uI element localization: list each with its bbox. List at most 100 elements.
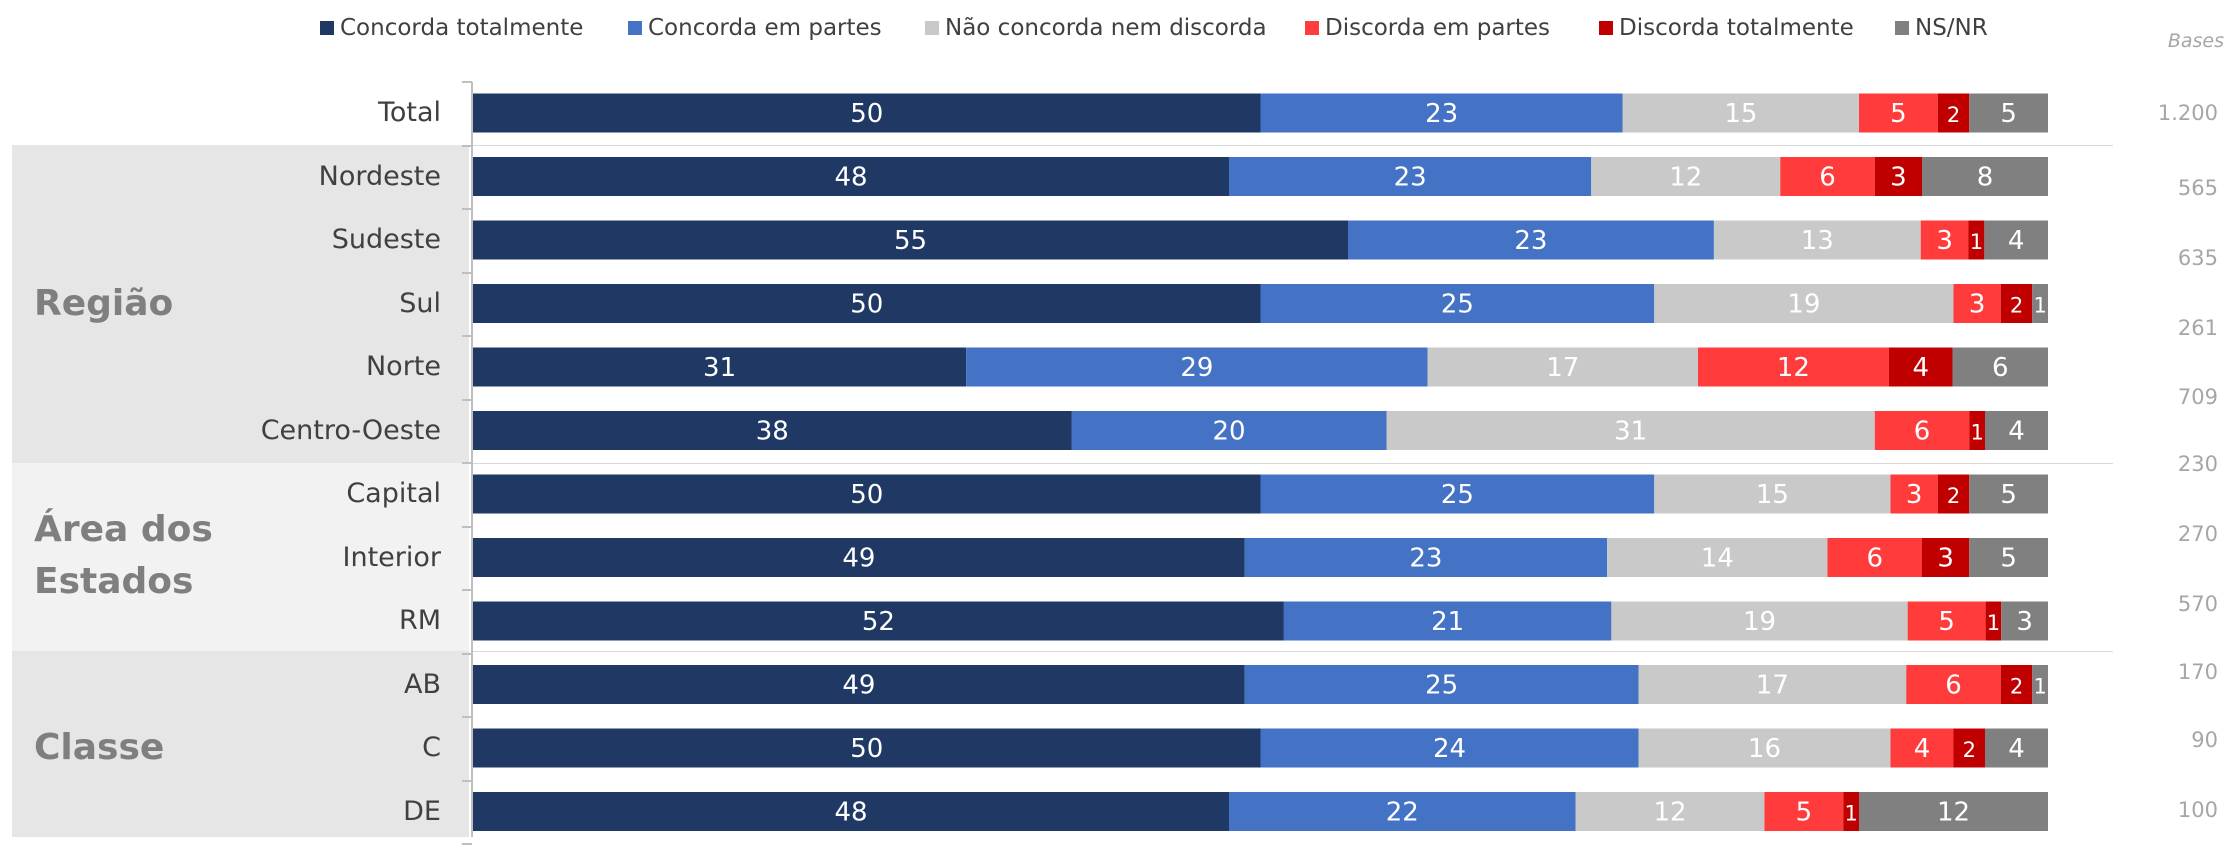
data-label-capital-discorda-em-partes: 3	[1906, 480, 1923, 510]
base-value: 230	[2177, 452, 2218, 476]
bar-sudeste-nao-concorda-nem-discorda	[1713, 220, 1921, 260]
data-label-centro-oeste-discorda-em-partes: 6	[1914, 417, 1931, 447]
bar-capital-discorda-totalmente	[1937, 474, 1970, 514]
row-label-sudeste: Sudeste	[331, 224, 441, 255]
data-label-nordeste-discorda-totalmente: 3	[1890, 163, 1907, 193]
axis-tick	[462, 462, 472, 465]
data-label-interior-concorda-totalmente: 49	[842, 544, 875, 574]
data-label-sudeste-discorda-em-partes: 3	[1936, 226, 1953, 256]
bar-ab-discorda-totalmente	[2000, 665, 2033, 704]
data-label-rm-discorda-em-partes: 5	[1938, 607, 1955, 637]
base-value: 709	[2177, 385, 2218, 409]
data-label-c-discorda-totalmente: 2	[1963, 738, 1976, 762]
bar-interior-concorda-em-partes	[1244, 538, 1607, 577]
group-separator	[473, 651, 2113, 652]
bar-centro-oeste-nao-concorda-nem-discorda	[1386, 411, 1875, 450]
row-label-rm: RM	[398, 605, 441, 636]
data-label-interior-concorda-em-partes: 23	[1409, 544, 1442, 574]
data-label-total-concorda-em-partes: 23	[1425, 99, 1458, 129]
bar-sul-discorda-em-partes	[1953, 284, 2001, 323]
data-label-ab-concorda-em-partes: 25	[1425, 671, 1458, 701]
data-label-rm-ns-nr: 3	[2016, 607, 2033, 637]
data-label-interior-nao-concorda-nem-discorda: 14	[1701, 544, 1734, 574]
bar-rm-concorda-em-partes	[1283, 601, 1612, 641]
legend-item-concorda-em-partes: Concorda em partes	[628, 8, 882, 48]
bar-rm-ns-nr	[2001, 601, 2048, 641]
data-label-ab-nao-concorda-nem-discorda: 17	[1756, 671, 1789, 701]
data-label-interior-discorda-totalmente: 3	[1937, 544, 1954, 574]
bar-ab-nao-concorda-nem-discorda	[1638, 665, 1907, 704]
data-label-total-nao-concorda-nem-discorda: 15	[1724, 99, 1757, 129]
legend-item-nao-concorda-nem-discorda: Não concorda nem discorda	[925, 8, 1267, 48]
bar-sudeste-discorda-totalmente	[1968, 220, 1985, 260]
data-label-sudeste-ns-nr: 4	[2008, 226, 2025, 256]
data-label-sul-concorda-totalmente: 50	[850, 290, 883, 320]
base-value: 90	[2191, 728, 2218, 752]
legend-item-discorda-em-partes: Discorda em partes	[1305, 8, 1550, 48]
data-label-sul-discorda-totalmente: 2	[2010, 294, 2023, 318]
axis-tick	[462, 652, 472, 655]
category-axis-line	[471, 82, 473, 837]
bar-interior-concorda-totalmente	[473, 538, 1245, 577]
legend-swatch	[628, 21, 642, 35]
data-label-ab-discorda-em-partes: 6	[1945, 671, 1962, 701]
legend-swatch	[925, 21, 939, 35]
data-label-sudeste-concorda-totalmente: 55	[894, 226, 927, 256]
bar-capital-ns-nr	[1969, 474, 2048, 514]
data-label-c-nao-concorda-nem-discorda: 16	[1748, 734, 1781, 764]
data-label-norte-nao-concorda-nem-discorda: 17	[1546, 353, 1579, 383]
axis-tick	[462, 398, 472, 401]
bar-nordeste-ns-nr	[1922, 157, 2048, 196]
data-label-nordeste-nao-concorda-nem-discorda: 12	[1669, 163, 1702, 193]
row-label-centro-oeste: Centro-Oeste	[260, 414, 441, 446]
data-label-norte-discorda-em-partes: 12	[1777, 353, 1810, 383]
group-band-classe	[12, 651, 469, 837]
bar-interior-discorda-em-partes	[1827, 538, 1922, 577]
data-label-rm-concorda-em-partes: 21	[1431, 607, 1464, 637]
bar-de-ns-nr	[1859, 792, 2048, 831]
data-label-sul-discorda-em-partes: 3	[1969, 290, 1986, 320]
bar-nordeste-discorda-em-partes	[1780, 157, 1875, 196]
group-separator	[473, 463, 2113, 464]
bar-nordeste-nao-concorda-nem-discorda	[1591, 157, 1781, 196]
base-value: 565	[2177, 176, 2218, 200]
bar-rm-nao-concorda-nem-discorda	[1611, 601, 1908, 641]
data-label-capital-discorda-totalmente: 2	[1947, 484, 1960, 508]
axis-tick	[462, 525, 472, 528]
legend-item-discorda-totalmente: Discorda totalmente	[1599, 8, 1854, 48]
group-label-classe: Classe	[34, 727, 165, 768]
data-label-interior-ns-nr: 5	[2000, 544, 2017, 574]
data-label-nordeste-discorda-em-partes: 6	[1819, 163, 1836, 193]
data-label-sul-nao-concorda-nem-discorda: 19	[1787, 290, 1820, 320]
legend: Concorda totalmente Concorda em partes Não…	[0, 8, 2226, 48]
bar-total-concorda-em-partes	[1260, 93, 1623, 133]
data-label-de-concorda-totalmente: 48	[834, 798, 867, 828]
legend-label: Discorda em partes	[1325, 15, 1551, 41]
data-label-de-concorda-em-partes: 22	[1386, 798, 1419, 828]
bar-c-nao-concorda-nem-discorda	[1638, 728, 1891, 768]
data-label-capital-concorda-em-partes: 25	[1441, 480, 1474, 510]
bar-c-discorda-em-partes	[1890, 728, 1954, 768]
data-label-sudeste-concorda-em-partes: 23	[1514, 226, 1547, 256]
group-label-area-dos-estados: Área dos Estados	[34, 509, 213, 602]
axis-tick	[462, 779, 472, 782]
row-label-norte: Norte	[365, 351, 441, 382]
bar-sul-discorda-totalmente	[2000, 284, 2033, 323]
base-value: 1.200	[2157, 101, 2218, 125]
data-label-sul-concorda-em-partes: 25	[1441, 290, 1474, 320]
bar-norte-discorda-totalmente	[1888, 347, 1953, 387]
bar-de-discorda-totalmente	[1843, 792, 1859, 831]
bar-nordeste-concorda-totalmente	[473, 157, 1229, 196]
legend-swatch	[1895, 21, 1909, 35]
axis-tick	[462, 335, 472, 338]
data-label-centro-oeste-nao-concorda-nem-discorda: 31	[1614, 417, 1647, 447]
data-label-de-nao-concorda-nem-discorda: 12	[1653, 798, 1686, 828]
data-label-norte-concorda-totalmente: 31	[703, 353, 736, 383]
bar-nordeste-discorda-totalmente	[1874, 157, 1922, 196]
data-label-sudeste-nao-concorda-nem-discorda: 13	[1801, 226, 1834, 256]
data-label-nordeste-concorda-em-partes: 23	[1394, 163, 1427, 193]
data-label-ab-ns-nr: 1	[2033, 675, 2046, 699]
bar-sul-concorda-em-partes	[1260, 284, 1655, 323]
data-label-capital-nao-concorda-nem-discorda: 15	[1756, 480, 1789, 510]
base-value: 570	[2177, 592, 2218, 616]
